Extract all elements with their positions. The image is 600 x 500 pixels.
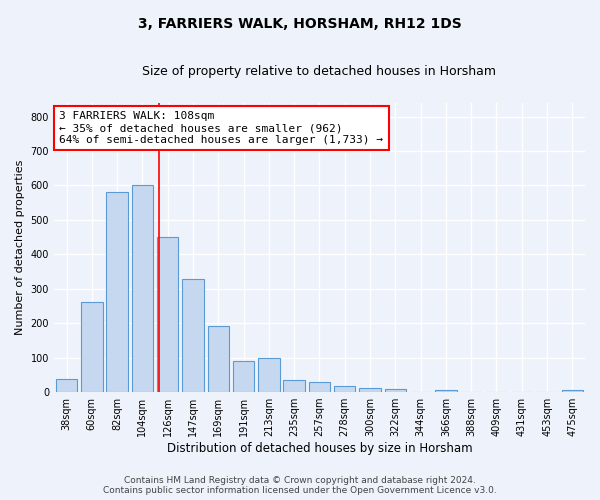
Bar [233, 361, 254, 392]
X-axis label: Distribution of detached houses by size in Horsham: Distribution of detached houses by size … [167, 442, 472, 455]
Bar [359, 388, 381, 392]
Bar [258, 358, 280, 392]
Bar [131, 186, 153, 392]
Bar [385, 388, 406, 392]
Bar [334, 386, 355, 392]
Bar [562, 390, 583, 392]
Title: Size of property relative to detached houses in Horsham: Size of property relative to detached ho… [142, 65, 496, 78]
Bar [81, 302, 103, 392]
Text: Contains HM Land Registry data © Crown copyright and database right 2024.
Contai: Contains HM Land Registry data © Crown c… [103, 476, 497, 495]
Bar [309, 382, 330, 392]
Text: 3, FARRIERS WALK, HORSHAM, RH12 1DS: 3, FARRIERS WALK, HORSHAM, RH12 1DS [138, 18, 462, 32]
Y-axis label: Number of detached properties: Number of detached properties [15, 160, 25, 335]
Text: 3 FARRIERS WALK: 108sqm
← 35% of detached houses are smaller (962)
64% of semi-d: 3 FARRIERS WALK: 108sqm ← 35% of detache… [59, 112, 383, 144]
Bar [435, 390, 457, 392]
Bar [208, 326, 229, 392]
Bar [283, 380, 305, 392]
Bar [182, 279, 204, 392]
Bar [106, 192, 128, 392]
Bar [56, 379, 77, 392]
Bar [157, 237, 178, 392]
